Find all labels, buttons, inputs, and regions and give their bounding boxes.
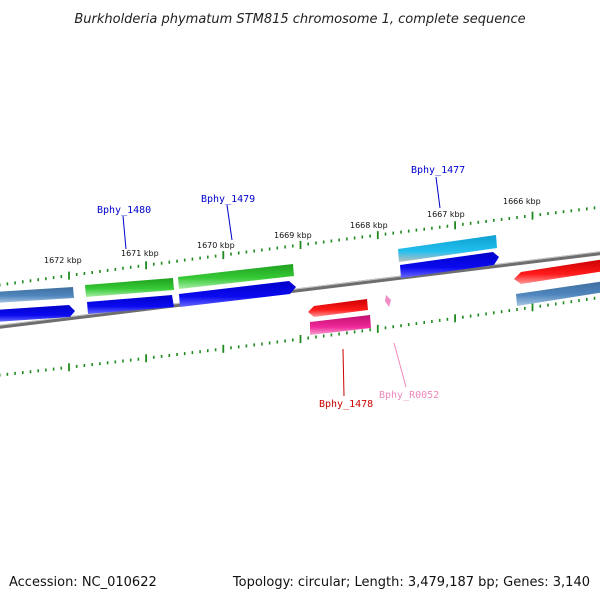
gene-arrow-rna-bphy-r0052[interactable] <box>385 295 391 307</box>
gene-label-bphy-1479[interactable]: Bphy_1479 <box>201 194 255 205</box>
leader-bphy-1478 <box>342 348 345 397</box>
chromosome-backbone <box>0 251 600 329</box>
map-title: Burkholderia phymatum STM815 chromosome … <box>74 12 525 27</box>
gene-label-bphy-r0052[interactable]: Bphy_R0052 <box>379 390 439 401</box>
scale-label-1669: 1669 kbp <box>274 231 312 240</box>
gene-arrow-cog-green-bphy1479[interactable] <box>178 264 294 289</box>
gene-label-bphy-1480[interactable]: Bphy_1480 <box>97 205 151 216</box>
gene-arrow-cds-bphy1477[interactable] <box>400 252 499 278</box>
scale-label-1666: 1666 kbp <box>503 197 541 206</box>
gene-arrow-cog-cyan-bphy1477[interactable] <box>398 235 497 262</box>
scale-label-1667: 1667 kbp <box>427 210 465 219</box>
leader-bphy-1477 <box>435 176 441 209</box>
scale-track-outer <box>0 206 596 287</box>
gene-arrow-cog-red-bphy1478[interactable] <box>308 299 368 317</box>
gene-track-cds <box>0 252 600 322</box>
genome-summary-text: Topology: circular; Length: 3,479,187 bp… <box>232 575 590 590</box>
leader-bphy-r0052 <box>393 342 407 388</box>
gene-arrow-cog-green-bphy1480[interactable] <box>85 278 174 297</box>
gene-arrow-cds-bphy1479[interactable] <box>179 281 296 307</box>
scale-label-1670: 1670 kbp <box>197 241 235 250</box>
scale-label-1672: 1672 kbp <box>44 256 82 265</box>
chromosome-backbone-highlight <box>0 251 600 326</box>
leader-bphy-1480 <box>122 215 127 250</box>
gene-track-cog-outer <box>0 235 600 303</box>
gene-arrow-cds-bphy1480[interactable] <box>87 295 174 314</box>
gene-arrow-cds-left[interactable] <box>0 305 75 322</box>
gene-track-reverse <box>308 295 391 335</box>
gene-arrow-cog-red-right[interactable] <box>514 259 600 284</box>
scale-label-1668: 1668 kbp <box>350 221 388 230</box>
gene-label-bphy-1477[interactable]: Bphy_1477 <box>411 165 465 176</box>
gene-arrow-cog-steelblue-left[interactable] <box>0 287 74 303</box>
scale-label-1671: 1671 kbp <box>121 249 159 258</box>
leader-bphy-1479 <box>226 204 233 241</box>
accession-text: Accession: NC_010622 <box>9 575 157 590</box>
gene-label-bphy-1478[interactable]: Bphy_1478 <box>319 399 373 410</box>
gene-arrow-cog-magenta-bphy1478[interactable] <box>310 315 371 335</box>
scale-track-inner <box>0 296 596 377</box>
gene-arrow-cds-right[interactable] <box>516 281 600 306</box>
